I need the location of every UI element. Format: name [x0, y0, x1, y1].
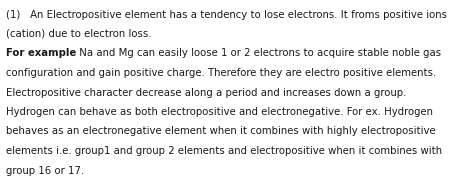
Text: Hydrogen can behave as both electropositive and electronegative. For ex. Hydroge: Hydrogen can behave as both electroposit…	[6, 107, 433, 117]
Text: group 16 or 17.: group 16 or 17.	[6, 165, 84, 175]
Text: (1)   An Electropositive element has a tendency to lose electrons. It froms posi: (1) An Electropositive element has a ten…	[6, 9, 447, 19]
Text: Na and Mg can easily loose 1 or 2 electrons to acquire stable noble gas: Na and Mg can easily loose 1 or 2 electr…	[76, 48, 441, 58]
Text: elements i.e. group1 and group 2 elements and electropositive when it combines w: elements i.e. group1 and group 2 element…	[6, 146, 442, 156]
Text: For example: For example	[6, 48, 76, 58]
Text: configuration and gain positive charge. Therefore they are electro positive elem: configuration and gain positive charge. …	[6, 68, 436, 78]
Text: behaves as an electronegative element when it combines with highly electropositi: behaves as an electronegative element wh…	[6, 126, 435, 136]
Text: Electropositive character decrease along a period and increases down a group.: Electropositive character decrease along…	[6, 88, 406, 98]
Text: (cation) due to electron loss.: (cation) due to electron loss.	[6, 29, 151, 39]
